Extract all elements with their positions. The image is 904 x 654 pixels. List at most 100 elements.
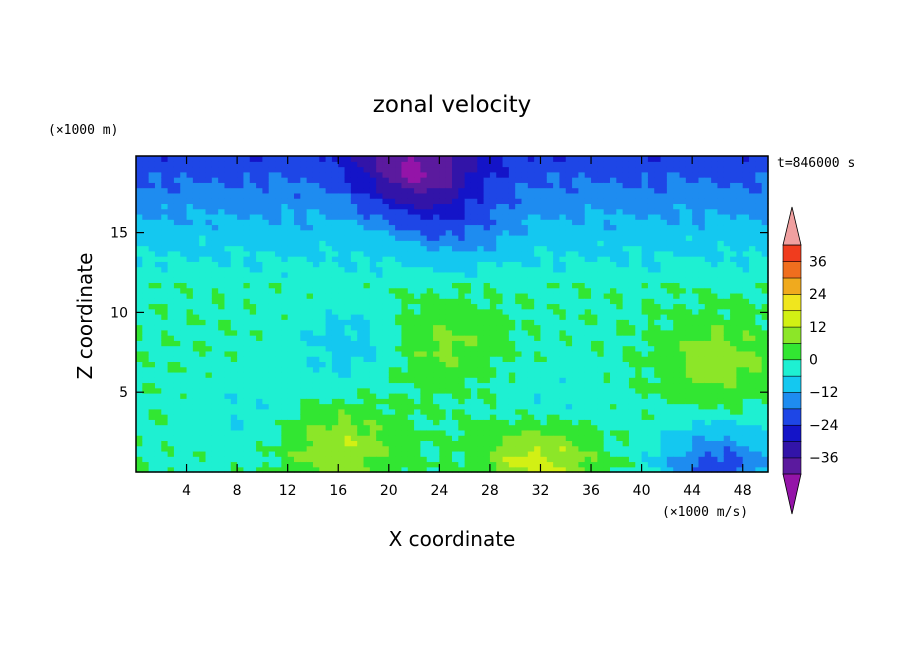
heatmap-cell bbox=[325, 182, 333, 189]
heatmap-cell bbox=[369, 414, 377, 420]
heatmap-cell bbox=[521, 435, 529, 441]
heatmap-cell bbox=[382, 171, 390, 178]
heatmap-cell bbox=[243, 335, 251, 341]
heatmap-cell bbox=[275, 324, 282, 331]
heatmap-cell bbox=[407, 192, 415, 199]
heatmap-cell bbox=[376, 266, 384, 273]
heatmap-cell bbox=[388, 171, 396, 178]
heatmap-cell bbox=[616, 166, 624, 173]
heatmap-cell bbox=[338, 277, 346, 283]
heatmap-cell bbox=[294, 198, 301, 204]
heatmap-cell bbox=[527, 277, 535, 283]
heatmap-cell bbox=[281, 387, 289, 394]
heatmap-cell bbox=[610, 356, 617, 362]
heatmap-cell bbox=[464, 308, 472, 315]
heatmap-cell bbox=[186, 256, 194, 262]
heatmap-cell bbox=[622, 303, 630, 310]
heatmap-cell bbox=[647, 398, 655, 405]
heatmap-cell bbox=[300, 398, 308, 405]
heatmap-cell bbox=[192, 419, 200, 426]
heatmap-cell bbox=[344, 192, 352, 199]
heatmap-cell bbox=[414, 414, 421, 420]
heatmap-cell bbox=[489, 166, 497, 173]
heatmap-cell bbox=[401, 414, 409, 420]
heatmap-cell bbox=[559, 366, 567, 373]
heatmap-cell bbox=[565, 361, 573, 368]
heatmap-cell bbox=[496, 271, 504, 278]
heatmap-cell bbox=[180, 240, 188, 247]
heatmap-cell bbox=[167, 361, 175, 368]
heatmap-cell bbox=[559, 229, 567, 236]
heatmap-cell bbox=[167, 187, 175, 194]
heatmap-cell bbox=[616, 387, 624, 394]
heatmap-cell bbox=[483, 345, 491, 352]
heatmap-cell bbox=[331, 229, 339, 236]
heatmap-cell bbox=[142, 440, 150, 447]
heatmap-cell bbox=[350, 466, 358, 473]
heatmap-cell bbox=[218, 298, 226, 305]
heatmap-cell bbox=[572, 229, 579, 236]
heatmap-cell bbox=[262, 456, 270, 463]
heatmap-cell bbox=[161, 219, 169, 226]
heatmap-cell bbox=[515, 340, 523, 347]
heatmap-cell bbox=[281, 171, 289, 178]
heatmap-cell bbox=[262, 245, 270, 252]
heatmap-cell bbox=[521, 450, 529, 457]
heatmap-cell bbox=[395, 156, 403, 162]
heatmap-cell bbox=[331, 456, 339, 463]
heatmap-cell bbox=[420, 329, 428, 336]
heatmap-cell bbox=[294, 213, 301, 220]
heatmap-cell bbox=[591, 182, 598, 189]
heatmap-cell bbox=[395, 229, 403, 236]
heatmap-cell bbox=[136, 314, 143, 320]
heatmap-cell bbox=[192, 382, 200, 389]
heatmap-cell bbox=[654, 419, 662, 426]
heatmap-cell bbox=[275, 156, 282, 162]
heatmap-cell bbox=[628, 298, 636, 305]
heatmap-cell bbox=[325, 271, 333, 278]
heatmap-cell bbox=[369, 361, 377, 368]
heatmap-cell bbox=[445, 393, 453, 399]
heatmap-cell bbox=[641, 382, 649, 389]
heatmap-cell bbox=[249, 435, 257, 441]
heatmap-cell bbox=[628, 314, 636, 320]
heatmap-cell bbox=[344, 235, 352, 241]
heatmap-cell bbox=[572, 377, 579, 384]
heatmap-cell bbox=[338, 219, 346, 226]
heatmap-cell bbox=[647, 366, 655, 373]
heatmap-cell bbox=[382, 377, 390, 384]
heatmap-cell bbox=[489, 213, 497, 220]
heatmap-cell bbox=[319, 271, 327, 278]
heatmap-cell bbox=[420, 250, 428, 257]
heatmap-cell bbox=[249, 424, 257, 431]
heatmap-cell bbox=[199, 350, 207, 357]
heatmap-cell bbox=[584, 366, 592, 373]
heatmap-cell bbox=[452, 361, 459, 368]
heatmap-cell bbox=[357, 350, 365, 357]
heatmap-cell bbox=[167, 303, 175, 310]
heatmap-cell bbox=[508, 335, 516, 341]
heatmap-cell bbox=[407, 440, 415, 447]
heatmap-cell bbox=[553, 192, 561, 199]
heatmap-cell bbox=[224, 403, 232, 410]
heatmap-cell bbox=[502, 414, 510, 420]
heatmap-cell bbox=[224, 398, 232, 405]
heatmap-cell bbox=[369, 298, 377, 305]
heatmap-cell bbox=[249, 266, 257, 273]
heatmap-cell bbox=[249, 261, 257, 268]
heatmap-cell bbox=[136, 219, 143, 226]
heatmap-cell bbox=[154, 340, 162, 347]
heatmap-cell bbox=[350, 319, 358, 326]
heatmap-cell bbox=[622, 424, 630, 431]
heatmap-cell bbox=[230, 387, 238, 394]
heatmap-cell bbox=[578, 235, 586, 241]
heatmap-cell bbox=[496, 340, 504, 347]
heatmap-cell bbox=[641, 182, 649, 189]
heatmap-cell bbox=[426, 366, 434, 373]
heatmap-cell bbox=[142, 235, 150, 241]
heatmap-cell bbox=[578, 208, 586, 215]
heatmap-cell bbox=[458, 198, 466, 204]
heatmap-cell bbox=[470, 429, 478, 436]
heatmap-cell bbox=[357, 450, 365, 457]
heatmap-cell bbox=[616, 250, 624, 257]
